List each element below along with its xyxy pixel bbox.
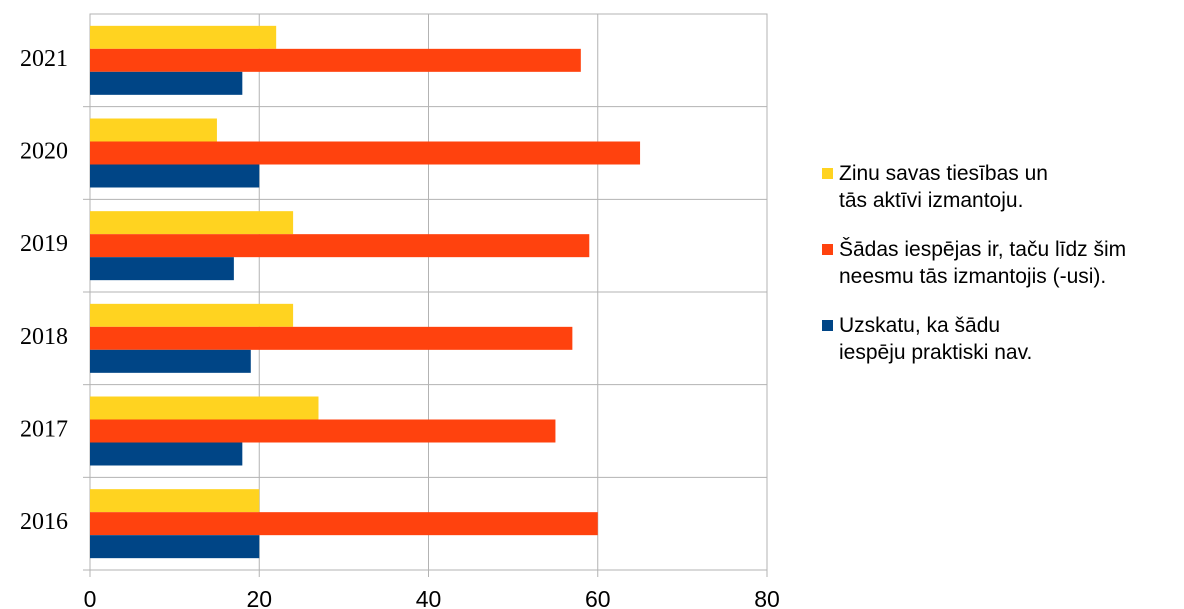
legend-label: Zinu savas tiesības un tās aktīvi izmant…: [839, 162, 1048, 212]
bar: [90, 164, 260, 188]
legend-item: Zinu savas tiesības un tās aktīvi izmant…: [822, 160, 1182, 214]
bar: [90, 419, 556, 443]
bar: [90, 489, 260, 513]
bar: [90, 211, 294, 235]
bar: [90, 71, 243, 95]
x-tick-label: 60: [585, 586, 611, 609]
bar: [90, 303, 294, 327]
x-tick-label: 40: [416, 586, 442, 609]
y-tick-label: 2020: [20, 139, 68, 165]
y-tick-label: 2016: [20, 509, 68, 535]
legend-item: Šādas iespējas ir, taču līdz šim neesmu …: [822, 236, 1182, 290]
y-tick-label: 2019: [20, 231, 68, 257]
bar: [90, 48, 581, 72]
y-tick-label: 2017: [20, 417, 68, 443]
legend-label: Uzskatu, ka šādu iespēju praktiski nav.: [839, 314, 1033, 364]
legend: Zinu savas tiesības un tās aktīvi izmant…: [822, 160, 1182, 388]
y-tick-label: 2018: [20, 324, 68, 350]
x-tick-label: 80: [754, 586, 780, 609]
legend-label: Šādas iespējas ir, taču līdz šim neesmu …: [839, 238, 1127, 288]
bar: [90, 442, 243, 466]
y-tick-label: 2021: [20, 46, 68, 72]
legend-swatch: [822, 168, 833, 179]
bar: [90, 396, 319, 420]
bar: [90, 535, 260, 559]
legend-swatch: [822, 320, 833, 331]
bar: [90, 25, 277, 49]
legend-swatch: [822, 244, 833, 255]
bar: [90, 512, 598, 536]
bar: [90, 257, 234, 281]
bar: [90, 326, 573, 350]
bar: [90, 118, 217, 142]
x-tick-label: 0: [84, 586, 97, 609]
x-tick-label: 20: [246, 586, 272, 609]
legend-item: Uzskatu, ka šādu iespēju praktiski nav.: [822, 312, 1182, 366]
bar: [90, 349, 251, 373]
bar: [90, 141, 641, 165]
bar: [90, 234, 590, 258]
